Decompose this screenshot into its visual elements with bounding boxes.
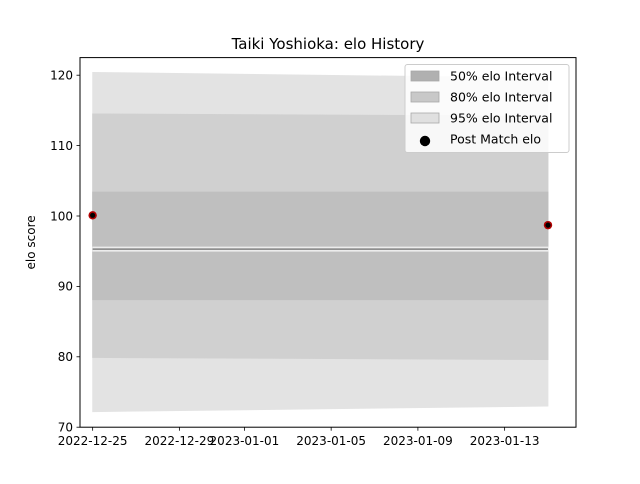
y-axis: 70 80 90 100 110 120 <box>50 69 80 435</box>
chart-title: Taiki Yoshioka: elo History <box>231 35 425 53</box>
plot-content <box>88 71 553 413</box>
y-tick-label-2: 90 <box>58 280 73 294</box>
legend-box <box>404 64 570 153</box>
legend-label-1: 80% elo Interval <box>450 90 552 105</box>
legend-swatch-0 <box>410 70 440 82</box>
legend: 50% elo Interval 80% elo Interval 95% elo … <box>404 64 570 153</box>
legend-label-3: Post Match elo <box>450 132 541 147</box>
y-tick-label-1: 80 <box>58 350 73 364</box>
plot-frame <box>79 57 577 428</box>
legend-swatch-1 <box>410 91 440 103</box>
y-tick-label-4: 110 <box>50 139 73 153</box>
x-tick-label-2: 2023-01-01 <box>210 434 280 448</box>
legend-marker-3 <box>419 135 431 147</box>
post-match-point-core-1 <box>545 222 551 228</box>
x-tick-label-5: 2023-01-13 <box>470 434 540 448</box>
legend-label-2: 95% elo Interval <box>450 111 552 126</box>
band-2 <box>92 191 549 301</box>
y-axis-label: elo score <box>24 215 38 269</box>
y-tick-label-3: 100 <box>50 209 73 223</box>
y-tick-label-5: 120 <box>50 69 73 83</box>
y-tick-label-0: 70 <box>58 421 73 435</box>
x-tick-label-1: 2022-12-29 <box>145 434 215 448</box>
x-tick-label-3: 2023-01-05 <box>296 434 366 448</box>
x-tick-label-0: 2022-12-25 <box>58 434 128 448</box>
post-match-point-core-0 <box>90 212 96 218</box>
legend-swatch-2 <box>410 112 440 124</box>
legend-label-0: 50% elo Interval <box>450 69 552 84</box>
x-tick-label-4: 2023-01-09 <box>383 434 453 448</box>
